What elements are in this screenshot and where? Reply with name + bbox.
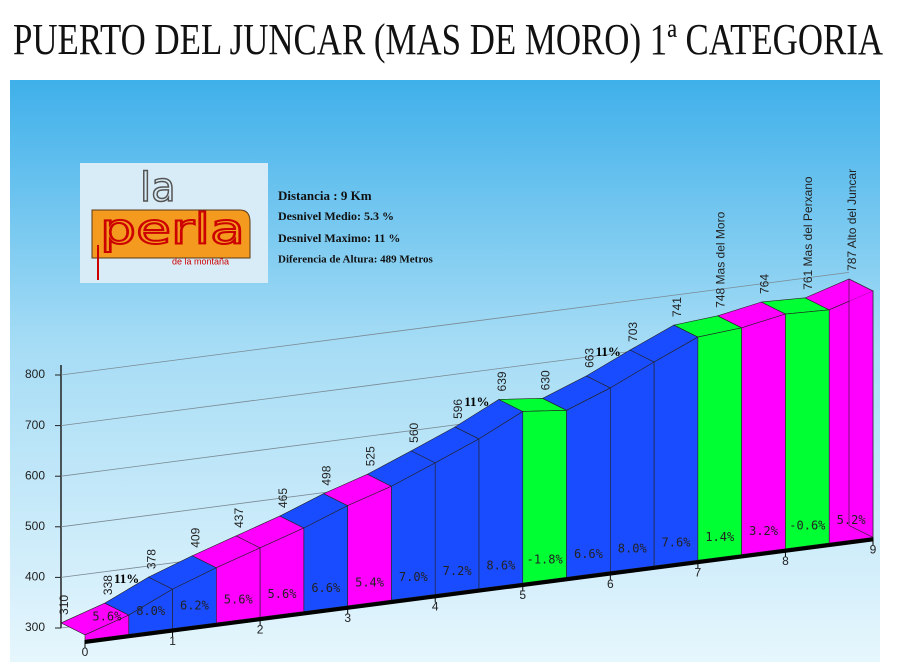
altitude-value: 761 xyxy=(801,269,815,289)
x-tick-label: 2 xyxy=(257,622,264,636)
logo-tagline: de la montaña xyxy=(172,256,229,266)
altitude-value: 663 xyxy=(583,348,597,368)
point-name: Mas del Moro xyxy=(714,211,728,284)
gradient-label: 5.6% xyxy=(268,587,298,601)
segment-face xyxy=(785,309,830,550)
altitude-label: 560 xyxy=(407,422,421,442)
logo-shape xyxy=(91,209,251,259)
altitude-label: 437 xyxy=(232,508,246,528)
x-axis xyxy=(84,537,874,644)
gradient-label: 7.0% xyxy=(399,570,429,584)
info-line: Desnivel Maximo: 11 % xyxy=(278,231,400,245)
altitude-label: 630 xyxy=(539,370,553,390)
altitude-label: 338 xyxy=(101,575,115,595)
gradient-label: 6.2% xyxy=(180,598,210,612)
altitude-value: 465 xyxy=(276,488,290,508)
gradient-label: 8.6% xyxy=(486,558,516,572)
segment-face xyxy=(741,313,786,555)
altitude-value: 310 xyxy=(57,595,71,615)
grid-line xyxy=(60,272,850,376)
logo-top: la xyxy=(140,165,176,211)
point-name: Alto del Juncar xyxy=(845,169,859,248)
gradient-label: 5.6% xyxy=(224,593,254,607)
altitude-value: 560 xyxy=(407,422,421,442)
gradient-label: 3.2% xyxy=(749,524,779,538)
gradient-label: 7.2% xyxy=(443,564,473,578)
altitude-value: 764 xyxy=(758,274,772,294)
altitude-label: 663 xyxy=(583,348,597,368)
x-tick-label: 0 xyxy=(82,645,89,659)
altitude-value: 437 xyxy=(232,508,246,528)
altitude-label: 310 xyxy=(57,595,71,615)
y-tick-label: 300 xyxy=(25,620,45,634)
gradient-label: 5.4% xyxy=(355,575,385,589)
altitude-value: 525 xyxy=(364,446,378,466)
max-gradient-marker: 11% xyxy=(596,344,621,359)
info-line: Desnivel Medio: 5.3 % xyxy=(278,209,394,223)
y-tick-label: 400 xyxy=(25,570,45,584)
x-tick-label: 4 xyxy=(432,600,439,614)
logo: la perla de la montaña xyxy=(80,163,268,283)
info-line: Diferencia de Altura: 489 Metros xyxy=(278,254,433,266)
altitude-value: 498 xyxy=(320,465,334,485)
altitude-value: 748 xyxy=(714,287,728,307)
gradient-label: 5.2% xyxy=(837,513,867,527)
x-tick-label: 3 xyxy=(344,611,351,625)
altitude-value: 787 xyxy=(845,251,859,271)
max-gradient-marker: 11% xyxy=(114,571,139,586)
gradient-label: 7.6% xyxy=(662,536,692,550)
altitude-label: 525 xyxy=(364,446,378,466)
altitude-value: 630 xyxy=(539,370,553,390)
info-line: Distancia : 9 Km xyxy=(278,188,372,203)
altitude-label: 639 xyxy=(495,371,509,391)
y-tick-label: 700 xyxy=(25,418,45,432)
chart-title: PUERTO DEL JUNCAR (MAS DE MORO) 1ª CATEG… xyxy=(13,15,883,64)
x-tick-label: 5 xyxy=(519,588,526,602)
gradient-label: -1.8% xyxy=(527,553,564,567)
max-gradient-marker: 11% xyxy=(464,394,489,409)
gradient-label: 6.6% xyxy=(574,547,604,561)
altitude-label: 378 xyxy=(145,549,159,569)
altitude-value: 409 xyxy=(189,527,203,547)
altitude-value: 639 xyxy=(495,371,509,391)
x-tick-label: 9 xyxy=(870,543,877,557)
altitude-label: 787 Alto del Juncar xyxy=(845,169,859,271)
y-tick-label: 600 xyxy=(25,468,45,482)
altitude-label: 596 xyxy=(451,399,465,419)
altitude-label: 761 Mas del Perxano xyxy=(801,176,815,290)
altitude-label: 748 Mas del Moro xyxy=(714,211,728,307)
gradient-label: -0.6% xyxy=(789,518,826,532)
point-name: Mas del Perxano xyxy=(801,176,815,266)
segment-side xyxy=(848,278,874,538)
gradient-label: 8.0% xyxy=(136,604,166,618)
y-tick-label: 800 xyxy=(25,367,45,381)
segment-face xyxy=(653,336,699,567)
altitude-value: 596 xyxy=(451,399,465,419)
gradient-label: 8.0% xyxy=(618,541,648,555)
altitude-label: 498 xyxy=(320,465,334,485)
segment-face xyxy=(610,361,655,572)
altitude-value: 703 xyxy=(626,322,640,342)
x-tick-label: 7 xyxy=(695,565,702,579)
altitude-label: 465 xyxy=(276,488,290,508)
altitude-value: 378 xyxy=(145,549,159,569)
logo-main: perla xyxy=(100,205,245,254)
gradient-label: 1.4% xyxy=(705,530,735,544)
altitude-label: 764 xyxy=(758,274,772,294)
x-tick-label: 6 xyxy=(607,577,614,591)
y-tick-label: 500 xyxy=(25,519,45,533)
altitude-value: 741 xyxy=(670,297,684,317)
gradient-label: 6.6% xyxy=(311,581,341,595)
altitude-label: 703 xyxy=(626,322,640,342)
x-tick-label: 1 xyxy=(169,634,176,648)
altitude-value: 338 xyxy=(101,575,115,595)
gradient-label: 5.6% xyxy=(92,610,122,624)
segment-face xyxy=(697,327,742,561)
altitude-label: 409 xyxy=(189,527,203,547)
altitude-label: 741 xyxy=(670,297,684,317)
x-tick-label: 8 xyxy=(782,554,789,568)
